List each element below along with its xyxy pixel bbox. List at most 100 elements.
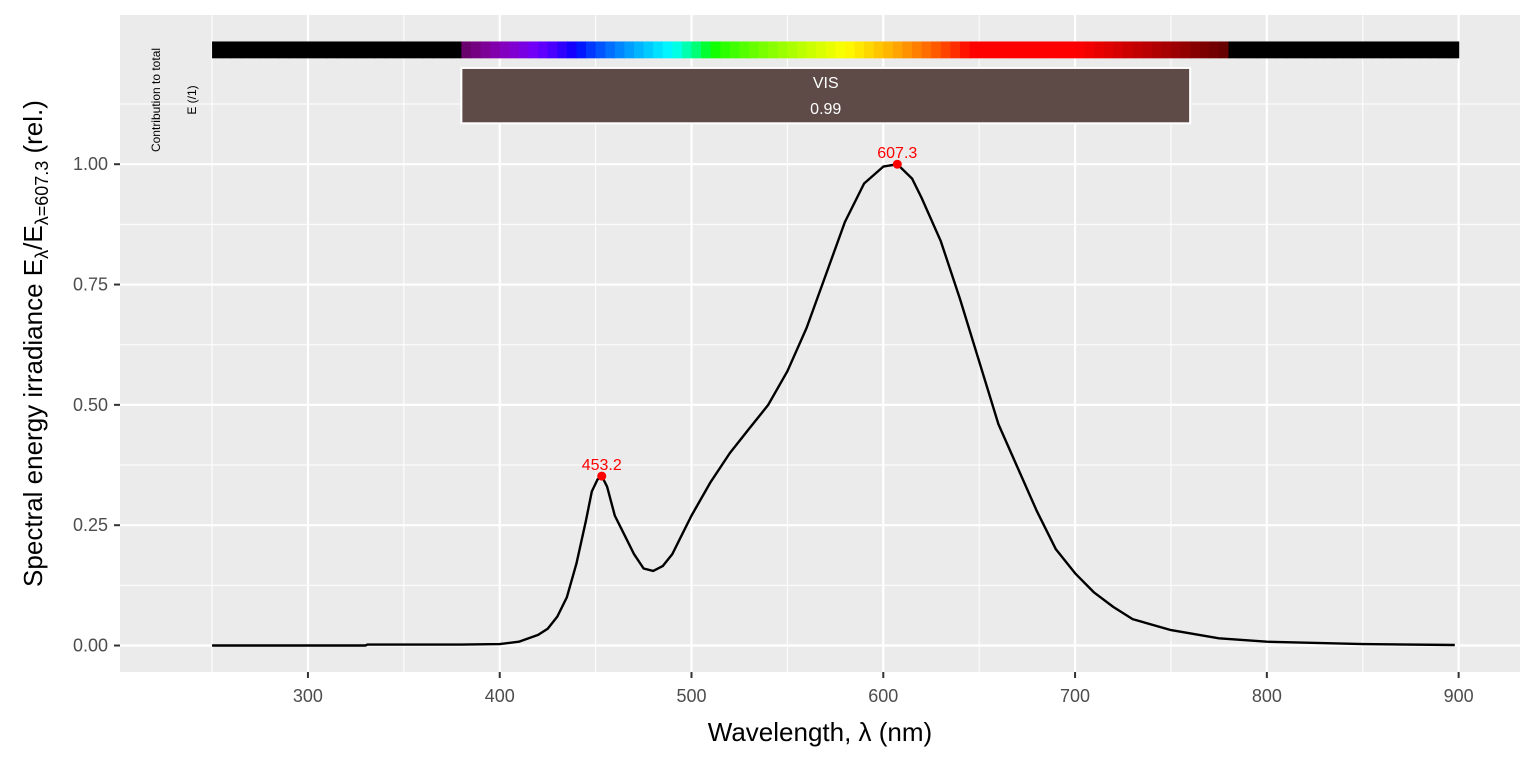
grid-major	[120, 15, 1520, 672]
spectrum-segment	[490, 41, 501, 59]
spectrum-segment	[1449, 41, 1460, 59]
spectrum-segment	[1103, 41, 1115, 59]
spectrum-segment	[883, 41, 894, 59]
spectrum-segment	[1075, 41, 1086, 59]
spectrum-segment	[423, 41, 434, 59]
spectrum-segment	[720, 41, 731, 59]
spectrum-segment	[1353, 41, 1364, 59]
x-axis-title: Wavelength, λ (nm)	[708, 717, 932, 747]
spectrum-segment	[566, 41, 578, 59]
spectrum-segment	[528, 41, 539, 59]
spectrum-segment	[250, 41, 261, 59]
vis-band-rect	[460, 66, 1192, 125]
spectrum-segment	[432, 41, 443, 59]
spectrum-segment	[1439, 41, 1450, 59]
spectrum-segment	[1084, 41, 1095, 59]
spectrum-segment	[1199, 41, 1210, 59]
spectrum-segment	[1333, 41, 1345, 59]
spectrum-segment	[892, 41, 904, 59]
spectrum-segment	[1094, 41, 1105, 59]
spectrum-segment	[403, 41, 415, 59]
spectrum-segment	[796, 41, 808, 59]
x-tick-label: 400	[485, 686, 515, 706]
spectrum-segment	[979, 41, 990, 59]
spectrum-segment	[288, 41, 299, 59]
peak-label: 607.3	[877, 145, 917, 162]
spectrum-segment	[787, 41, 798, 59]
spectrum-segment	[221, 41, 232, 59]
spectrum-segment	[816, 41, 827, 59]
spectrum-segment	[1314, 41, 1325, 59]
vis-band: VIS 0.99	[460, 66, 1192, 125]
y-tick-label: 0.00	[73, 636, 108, 656]
x-tick-label: 700	[1060, 686, 1090, 706]
y-axis-title-suffix: (rel.)	[18, 100, 48, 161]
x-tick-label: 600	[868, 686, 898, 706]
spectrum-segment	[1391, 41, 1402, 59]
spectrum-segment	[1295, 41, 1306, 59]
spectrum-segment	[1161, 41, 1172, 59]
spectrum-segment	[691, 41, 702, 59]
x-tick-label: 500	[676, 686, 706, 706]
spectrum-segment	[365, 41, 376, 59]
spectrum-segment	[538, 41, 549, 59]
spectrum-segment	[1276, 41, 1287, 59]
spectrum-segment	[384, 41, 395, 59]
spectrum-segment	[269, 41, 280, 59]
vis-band-value: 0.99	[810, 101, 841, 118]
series-line	[212, 163, 1455, 647]
spectrum-segment	[1017, 41, 1028, 59]
spectrum-segment	[1324, 41, 1335, 59]
spectrum-segment	[413, 41, 424, 59]
spectrum-segment	[1027, 41, 1038, 59]
vis-band-name: VIS	[813, 75, 839, 92]
spectrum-segment	[518, 41, 530, 59]
spectrum-segment	[1123, 41, 1134, 59]
spectrum-segment	[451, 41, 462, 59]
spectrum-segment	[681, 41, 693, 59]
spectrum-segment	[327, 41, 338, 59]
y-tick-label: 0.75	[73, 275, 108, 295]
spectrum-segment	[586, 41, 597, 59]
spectrum-segment	[988, 41, 999, 59]
spectrum-segment	[1190, 41, 1201, 59]
spectrum-segment	[768, 41, 779, 59]
spectrum-segment	[825, 41, 836, 59]
spectrum-segment	[1286, 41, 1297, 59]
spectrum-segment	[835, 41, 846, 59]
spectrum-segment	[854, 41, 865, 59]
spectrum-segment	[355, 41, 367, 59]
spectrum-segment	[1046, 41, 1057, 59]
spectrum-segment	[1420, 41, 1431, 59]
y-tick-label: 0.50	[73, 395, 108, 415]
spectrum-segment	[499, 41, 510, 59]
spectrum-segment	[1113, 41, 1124, 59]
spectrum-segment	[662, 41, 673, 59]
spectrum-segment	[749, 41, 760, 59]
spectrum-segment	[509, 41, 520, 59]
spectrum-segment	[739, 41, 750, 59]
y-axis-title-prefix: Spectral energy irradiance E	[18, 259, 48, 587]
spectrum-segment	[902, 41, 913, 59]
y-tick-label: 0.25	[73, 515, 108, 535]
spectrum-segment	[960, 41, 971, 59]
spectrum-segment	[653, 41, 664, 59]
spectrum-segment	[643, 41, 654, 59]
spectrum-segment	[212, 41, 223, 59]
peak-label: 453.2	[582, 457, 622, 474]
spectrum-segment	[1238, 41, 1249, 59]
spectrum-segment	[346, 41, 357, 59]
spectrum-segment	[1007, 41, 1019, 59]
spectrum-segment	[1055, 41, 1067, 59]
spectrum-segment	[231, 41, 242, 59]
spectrum-segment	[940, 41, 952, 59]
spectrum-segment	[1151, 41, 1162, 59]
spectrum-segment	[375, 41, 386, 59]
spectrum-segment	[1132, 41, 1143, 59]
spectrum-segment	[729, 41, 741, 59]
peak-marker	[892, 159, 902, 169]
spectrum-segment	[298, 41, 309, 59]
spectrum-segment	[1142, 41, 1153, 59]
spectrum-segment	[1429, 41, 1441, 59]
